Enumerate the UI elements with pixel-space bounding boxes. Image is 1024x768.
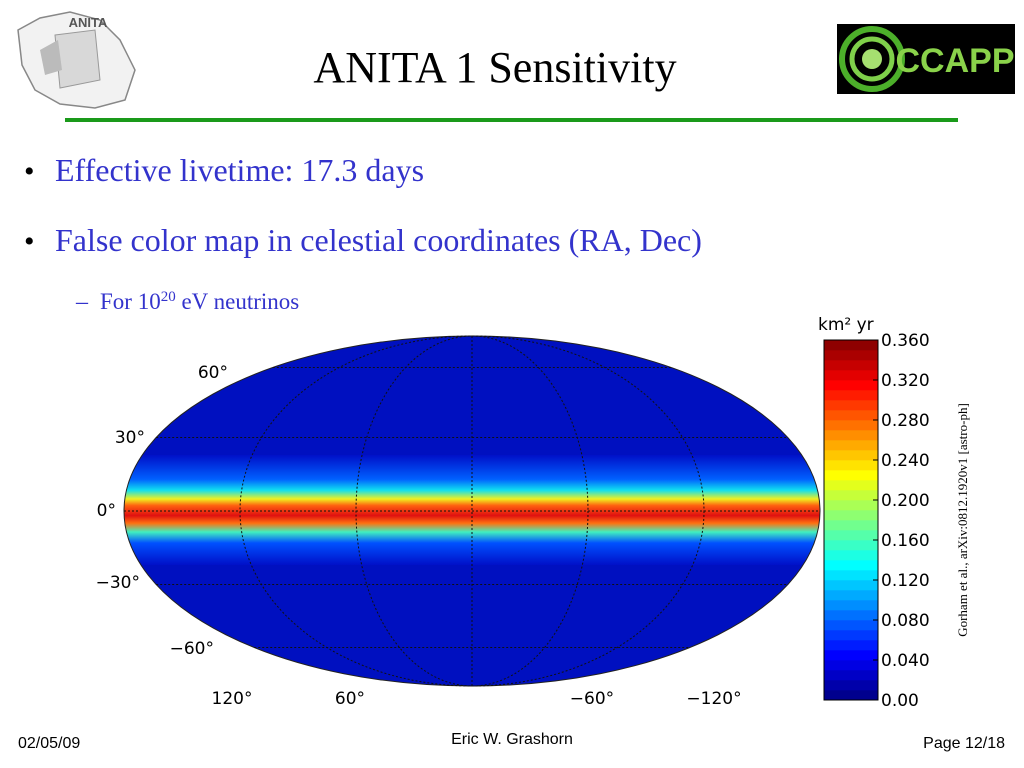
- colorbar-label: km² yr: [818, 315, 874, 335]
- colorbar-step: [824, 360, 878, 371]
- colorbar-step: [824, 410, 878, 421]
- colorbar-tick-label: 0.00: [881, 691, 919, 711]
- lon-label: −120°: [686, 689, 741, 709]
- colorbar: 0.360 0.320 0.280 0.240 0.200 0.160 0.120 0.080…: [823, 331, 930, 711]
- colorbar-tick-label: 0.120: [881, 571, 930, 591]
- logo-text: CCAPP: [895, 42, 1014, 80]
- colorbar-step: [824, 490, 878, 501]
- colorbar-tick-label: 0.200: [881, 491, 930, 511]
- colorbar-step: [824, 460, 878, 471]
- colorbar-step: [824, 510, 878, 521]
- bullet-marker: •: [24, 155, 35, 188]
- colorbar-step: [824, 650, 878, 661]
- colorbar-tick-label: 0.320: [881, 371, 930, 391]
- text: eV neutrinos: [176, 289, 300, 314]
- colorbar-tick-label: 0.160: [881, 531, 930, 551]
- colorbar-step: [824, 570, 878, 581]
- footer-page: Page 12/18: [923, 735, 1005, 752]
- colorbar-step: [824, 530, 878, 541]
- colorbar-step: [824, 540, 878, 551]
- colorbar-step: [824, 670, 878, 681]
- anita-logo: ANITA: [17, 11, 136, 109]
- colorbar-step: [824, 380, 878, 391]
- colorbar-step: [824, 440, 878, 451]
- colorbar-step: [824, 620, 878, 631]
- footer-date: 02/05/09: [18, 735, 80, 752]
- colorbar-tick-label: 0.040: [881, 651, 930, 671]
- colorbar-step: [824, 450, 878, 461]
- colorbar-step: [824, 480, 878, 491]
- lat-label: −30°: [96, 573, 140, 593]
- colorbar-tick-label: 0.360: [881, 331, 930, 351]
- colorbar-step: [824, 560, 878, 571]
- colorbar-step: [824, 470, 878, 481]
- colorbar-step: [824, 690, 878, 701]
- colorbar-step: [824, 680, 878, 691]
- lat-label: 0°: [97, 501, 116, 521]
- colorbar-step: [824, 340, 878, 351]
- colorbar-step: [824, 630, 878, 641]
- colorbar-tick-label: 0.240: [881, 451, 930, 471]
- colorbar-step: [824, 590, 878, 601]
- colorbar-step: [824, 550, 878, 561]
- lat-label: −60°: [170, 639, 214, 659]
- colorbar-step: [824, 390, 878, 401]
- map-grid: [124, 335, 820, 687]
- colorbar-step: [824, 400, 878, 411]
- colorbar-frame: [823, 339, 879, 701]
- lon-label: −60°: [570, 689, 614, 709]
- colorbar-step: [824, 370, 878, 381]
- divider: [65, 118, 958, 122]
- colorbar-step: [824, 600, 878, 611]
- colorbar-step: [824, 430, 878, 441]
- colorbar-tick-label: 0.080: [881, 611, 930, 631]
- slide-title: ANITA 1 Sensitivity: [313, 43, 676, 92]
- bullet: False color map in celestial coordinates…: [55, 222, 702, 258]
- colorbar-step: [824, 420, 878, 431]
- lon-label: 60°: [335, 689, 365, 709]
- ccapp-logo: CCAPP: [837, 24, 1015, 94]
- text: For 10: [100, 289, 161, 314]
- footer-author: Eric W. Grashorn: [451, 731, 573, 748]
- colorbar-step: [824, 610, 878, 621]
- sub-bullet-marker: –: [75, 289, 89, 315]
- colorbar-step: [824, 500, 878, 511]
- lat-label: 60°: [198, 363, 228, 383]
- citation: Gorham et al., arXiv:0812.1920v1 [astro-…: [955, 403, 970, 637]
- sky-map: [123, 335, 821, 687]
- lat-label: 30°: [115, 428, 145, 448]
- colorbar-step: [824, 520, 878, 531]
- colorbar-tick-label: 0.280: [881, 411, 930, 431]
- sub-bullet: For 1020 eV neutrinos: [100, 289, 299, 314]
- bullet: Effective livetime: 17.3 days: [55, 152, 424, 188]
- lon-label: 120°: [212, 689, 253, 709]
- colorbar-step: [824, 660, 878, 671]
- superscript: 20: [161, 289, 176, 305]
- colorbar-step: [824, 580, 878, 591]
- logo-text: ANITA: [69, 15, 108, 30]
- bullet-marker: •: [24, 225, 35, 258]
- colorbar-step: [824, 640, 878, 651]
- colorbar-step: [824, 350, 878, 361]
